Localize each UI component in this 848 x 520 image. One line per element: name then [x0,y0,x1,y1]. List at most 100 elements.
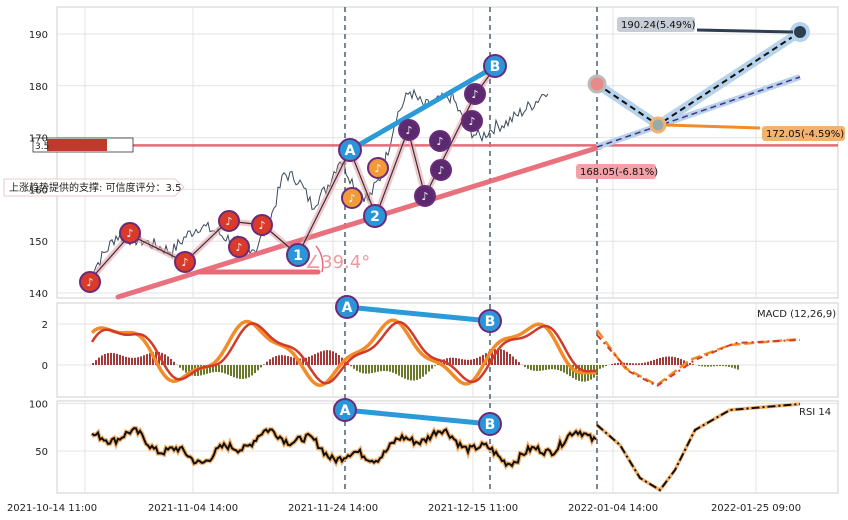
macd-hist-bar [119,354,121,365]
macd-hist-bar [626,362,628,365]
macd-hist-bar [293,357,295,365]
macd-hist-bar [650,360,652,365]
note-marker [251,214,273,236]
macd-hist-bar [644,362,646,365]
macd-hist-bar [263,364,265,365]
macd-hist-bar [275,356,277,365]
projection-target [790,22,810,42]
macd-hist-bar [254,365,256,374]
macd-hist-bar [464,359,466,365]
macd-hist-bar [548,365,550,370]
macd-hist-bar [656,358,658,365]
macd-hist-bar [416,365,418,380]
rsi-y-tick: 50 [35,447,48,458]
macd-line [90,318,597,388]
macd-hist-bar [251,365,253,376]
macd-hist-bar [368,365,370,374]
macd-hist-bar [221,365,223,373]
macd-hist-bar [395,365,397,375]
macd-hist-bar [239,365,241,379]
macd-hist-bar [377,365,379,372]
rsi-divergence-marker [333,398,357,422]
macd-hist-bar [413,365,415,381]
macd-hist-bar [401,365,403,378]
x-axis-tick: 2022-01-04 14:00 [568,503,658,514]
macd-hist-bar [296,358,298,365]
macd-hist-bar [461,359,463,365]
note-marker [228,236,250,258]
macd-hist-bar [110,352,112,365]
wave-marker [286,243,310,267]
rsi-legend: RSI 14 [799,407,831,418]
note-marker [119,222,141,244]
wave-marker-label: 1 [293,248,303,264]
macd-hist-bar [599,365,601,369]
rsi-divergence-marker [478,412,502,436]
macd-hist-bar [710,365,712,367]
macd-hist-bar [266,361,268,365]
note-glyph: ♪ [126,227,133,240]
note-marker [414,185,436,207]
projection-group [587,22,810,150]
macd-hist-bar [719,365,721,367]
macd-hist-bar [236,365,238,379]
macd-hist-bar [206,365,208,374]
macd-hist-bar [173,361,175,365]
macd-hist-bar [704,365,706,367]
note-marker [174,251,196,273]
macd-hist-bar [722,365,724,367]
macd-hist-bar [200,365,202,376]
macd-hist-bar [605,365,607,367]
macd-hist-bar [635,363,637,365]
note-glyph: ♪ [181,256,188,269]
macd-hist-bar [512,356,514,365]
macd-hist-bar [179,365,181,368]
macd-hist-bar [623,362,625,365]
note-glyph: ♪ [348,192,355,205]
macd-hist-bar [149,353,151,365]
macd-hist-bar [323,350,325,365]
angle-label: ∠39.4° [305,252,370,273]
macd-hist-bar [146,354,148,365]
note-glyph: ♪ [421,190,428,203]
macd-hist-bar [386,365,388,372]
macd-hist-bar [335,352,337,365]
note-marker [367,157,389,179]
macd-hist-bar [560,365,562,372]
macd-hist-bar [230,365,232,377]
macd-hist-bar [125,356,127,365]
wave-marker [483,54,507,78]
macd-divergence-label: A [342,300,353,316]
macd-hist-bar [542,365,544,371]
macd-hist-bar [143,355,145,365]
macd-divergence-marker [335,295,359,319]
target-badge-label: 190.24(5.49%) [621,20,696,31]
projection-start [587,74,607,94]
macd-hist-bar [452,357,454,365]
macd-hist-bar [506,351,508,365]
macd-hist-bar [389,365,391,372]
macd-hist-bar [284,355,286,365]
macd-signal-line [90,320,597,385]
macd-hist-bar [671,356,673,365]
macd-hist-bar [449,357,451,365]
macd-hist-bar [140,356,142,365]
macd-hist-bar [539,365,541,371]
rsi-y-tick: 100 [29,400,48,411]
target-badge [762,126,845,141]
macd-hist-bar [131,357,133,365]
macd-hist-bar [371,365,373,374]
macd-hist-bar [713,365,715,367]
macd-hist-bar [557,365,559,371]
macd-hist-bar [182,365,184,371]
macd-y-tick: 2 [42,320,48,331]
macd-hist-bar [269,359,271,365]
price-y-tick: 160 [29,185,48,196]
macd-hist-bar [515,359,517,365]
macd-hist-bar [611,363,613,365]
macd-hist-bar [332,351,334,365]
macd-hist-bar [317,352,319,365]
macd-hist-bar [356,365,358,371]
macd-hist-bar [302,358,304,365]
